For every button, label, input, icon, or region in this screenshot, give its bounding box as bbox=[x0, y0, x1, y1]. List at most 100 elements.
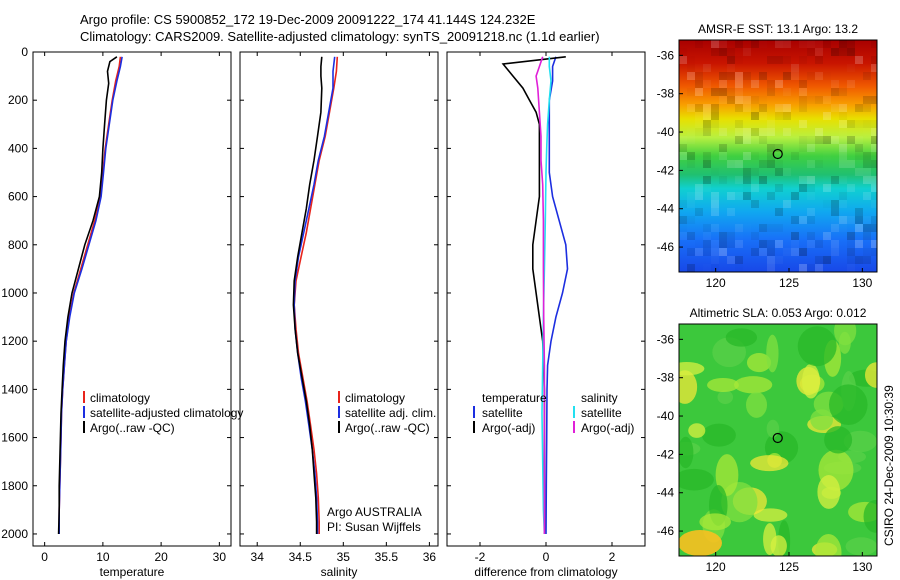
sst-pixel bbox=[871, 224, 877, 232]
sst-pixel bbox=[759, 128, 767, 136]
sst-pixel bbox=[775, 256, 783, 264]
temperature-lines bbox=[57, 56, 123, 535]
sst-pixel bbox=[703, 224, 711, 232]
figure-title-line2: Climatology: CARS2009. Satellite-adjuste… bbox=[80, 29, 600, 44]
sst-pixel bbox=[687, 192, 695, 200]
x-tick-label: 10 bbox=[96, 550, 110, 564]
sst-pixel bbox=[823, 136, 831, 144]
sst-pixel bbox=[679, 232, 687, 240]
sst-pixel bbox=[719, 48, 727, 56]
sst-pixel bbox=[823, 72, 831, 80]
sst-pixel bbox=[703, 240, 711, 248]
sst-pixel bbox=[791, 232, 799, 240]
sst-pixel bbox=[847, 184, 855, 192]
sst-pixel bbox=[799, 56, 807, 64]
sst-pixel bbox=[863, 248, 871, 256]
map-x-tick-label: 120 bbox=[706, 276, 726, 290]
sst-pixel bbox=[871, 184, 877, 192]
sst-pixel bbox=[751, 184, 759, 192]
sst-pixel bbox=[711, 120, 719, 128]
sst-pixel bbox=[759, 160, 767, 168]
sst-pixel bbox=[679, 136, 687, 144]
sst-pixel bbox=[815, 72, 823, 80]
sst-pixel bbox=[807, 232, 815, 240]
sst-pixel bbox=[831, 248, 839, 256]
figure-title-line1: Argo profile: CS 5900852_172 19-Dec-2009… bbox=[80, 12, 536, 27]
y-tick-label: 1000 bbox=[1, 286, 28, 300]
sst-pixel bbox=[695, 208, 703, 216]
sla-anomaly bbox=[766, 419, 780, 438]
sst-pixel bbox=[751, 136, 759, 144]
sst-pixel bbox=[807, 176, 815, 184]
sla-anomaly bbox=[688, 423, 706, 438]
sst-pixel bbox=[727, 192, 735, 200]
sst-pixel bbox=[831, 240, 839, 248]
map-y-tick-label: -42 bbox=[657, 447, 675, 461]
sst-pixel bbox=[727, 56, 735, 64]
sst-texture bbox=[679, 40, 877, 272]
sst-pixel bbox=[695, 240, 703, 248]
sst-pixel bbox=[807, 240, 815, 248]
sst-pixel bbox=[687, 152, 695, 160]
sst-pixel bbox=[759, 240, 767, 248]
sst-pixel bbox=[719, 88, 727, 96]
sla-anomaly bbox=[725, 328, 758, 347]
sst-pixel bbox=[799, 184, 807, 192]
sst-pixel bbox=[815, 264, 823, 272]
y-tick-label: 1600 bbox=[1, 431, 28, 445]
sst-pixel bbox=[711, 200, 719, 208]
sst-pixel bbox=[855, 136, 863, 144]
sst-pixel bbox=[823, 40, 831, 48]
sst-pixel bbox=[775, 144, 783, 152]
sst-pixel bbox=[735, 56, 743, 64]
sst-pixel bbox=[727, 256, 735, 264]
y-tick-label: 0 bbox=[21, 45, 28, 59]
legend-label-sal-argo: Argo(-adj) bbox=[581, 421, 634, 435]
sst-pixel bbox=[687, 104, 695, 112]
sst-pixel bbox=[775, 160, 783, 168]
sst-field bbox=[679, 40, 877, 272]
sst-pixel bbox=[863, 216, 871, 224]
sst-pixel bbox=[735, 240, 743, 248]
map-x-tick-label: 125 bbox=[779, 560, 799, 574]
sst-pixel bbox=[831, 104, 839, 112]
argo-position-marker bbox=[772, 432, 783, 444]
sst-pixel bbox=[751, 80, 759, 88]
sst-map-frame bbox=[678, 39, 878, 273]
sst-pixel bbox=[767, 120, 775, 128]
sst-pixel bbox=[799, 80, 807, 88]
sst-pixel bbox=[871, 216, 877, 224]
y-tick-label: 400 bbox=[8, 141, 28, 155]
legend-label-argo: Argo(..raw -QC) bbox=[90, 421, 175, 435]
sst-pixel bbox=[807, 160, 815, 168]
sst-pixel bbox=[863, 160, 871, 168]
sst-pixel bbox=[679, 48, 687, 56]
credit-text: CSIRO 24-Dec-2009 10:30:39 bbox=[882, 385, 896, 546]
legend-label-climatology: climatology bbox=[345, 391, 405, 405]
sst-pixel bbox=[727, 64, 735, 72]
sst-pixel bbox=[711, 240, 719, 248]
sst-pixel bbox=[743, 104, 751, 112]
sst-pixel bbox=[871, 64, 877, 72]
sst-pixel bbox=[815, 128, 823, 136]
sst-pixel bbox=[743, 136, 751, 144]
sst-pixel bbox=[687, 200, 695, 208]
sst-pixel bbox=[735, 104, 743, 112]
sst-pixel bbox=[711, 248, 719, 256]
sst-pixel bbox=[703, 264, 711, 272]
sst-pixel bbox=[807, 144, 815, 152]
x-tick-label: 0 bbox=[543, 550, 550, 564]
sst-pixel bbox=[703, 184, 711, 192]
sst-pixel bbox=[767, 240, 775, 248]
sst-pixel bbox=[735, 192, 743, 200]
argo-annotation-line1: Argo AUSTRALIA bbox=[327, 505, 422, 519]
sla-anomaly bbox=[699, 513, 732, 531]
sst-pixel bbox=[751, 248, 759, 256]
sst-pixel bbox=[847, 160, 855, 168]
sst-pixel bbox=[727, 72, 735, 80]
sst-pixel bbox=[799, 120, 807, 128]
sst-pixel bbox=[807, 72, 815, 80]
sst-pixel bbox=[807, 208, 815, 216]
sst-pixel bbox=[807, 48, 815, 56]
sst-pixel bbox=[687, 232, 695, 240]
